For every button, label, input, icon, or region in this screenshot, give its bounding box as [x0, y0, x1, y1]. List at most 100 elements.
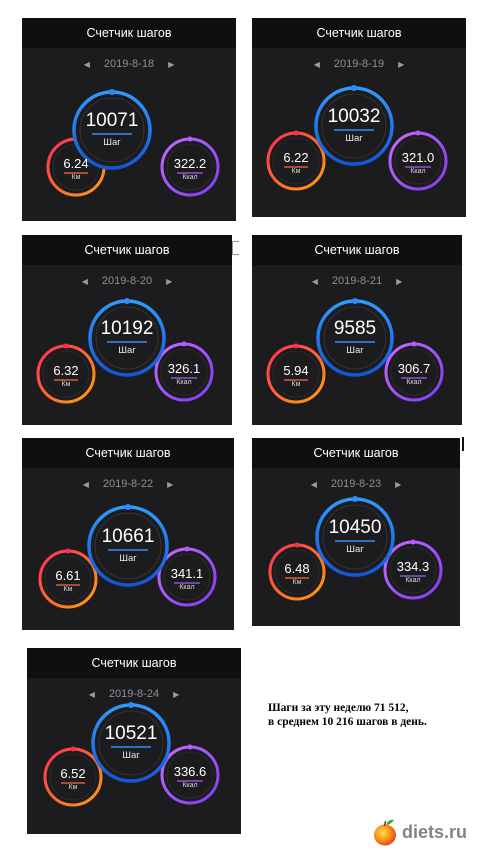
progress-rings	[266, 298, 444, 404]
km-ring-dot	[293, 130, 299, 136]
next-day-arrow-icon[interactable]: ▶	[396, 276, 403, 286]
km-ring-dot	[70, 746, 76, 752]
progress-rings	[46, 89, 220, 197]
steps-ring-dot	[352, 496, 358, 502]
distance-stat: 5.94 Км	[271, 363, 321, 388]
steps-stat: 10450 Шаг	[320, 517, 390, 555]
calories-stat-label: Ккал	[176, 379, 192, 386]
steps-ring-dot	[124, 298, 130, 304]
card-title: Счетчик шагов	[22, 18, 236, 48]
step-counter-card-4: Счетчик шагов ◀ 2019-8-21 ▶ 9585 Шаг 5.94 Км 306…	[252, 235, 462, 425]
card-title: Счетчик шагов	[252, 438, 460, 468]
steps-stat: 10032 Шаг	[319, 106, 389, 144]
date-navigator: ◀ 2019-8-19 ▶	[252, 55, 466, 73]
distance-stat-label: Км	[291, 168, 301, 175]
step-counter-card-2: Счетчик шагов ◀ 2019-8-19 ▶ 10032 Шаг 6.22 Км 32…	[252, 18, 466, 217]
calories-stat: 334.3 Ккал	[387, 559, 439, 584]
progress-rings	[38, 504, 217, 609]
date-label: 2019-8-21	[331, 275, 383, 287]
stray-mark	[462, 437, 464, 451]
site-brand[interactable]: diets.ru	[372, 816, 467, 848]
km-ring-dot	[293, 343, 299, 349]
date-label: 2019-8-19	[333, 58, 385, 70]
prev-day-arrow-icon[interactable]: ◀	[313, 59, 320, 69]
km-ring-inner	[274, 549, 320, 595]
calories-stat-label: Ккал	[405, 577, 421, 584]
next-day-arrow-icon[interactable]: ▶	[168, 59, 175, 69]
steps-stat-label: Шаг	[122, 750, 140, 761]
km-ring-inner	[44, 555, 92, 603]
next-day-arrow-icon[interactable]: ▶	[167, 479, 174, 489]
calories-stat-value: 321.0	[401, 150, 435, 165]
km-ring-dot	[63, 343, 69, 349]
distance-stat-value: 5.94	[283, 363, 309, 378]
next-day-arrow-icon[interactable]: ▶	[173, 689, 180, 699]
kcal-ring-dot	[181, 341, 187, 347]
km-ring-inner	[42, 350, 90, 398]
km-ring-inner	[272, 137, 320, 185]
distance-stat: 6.48 Км	[272, 561, 322, 586]
calories-stat-value: 341.1	[170, 566, 204, 581]
steps-stat: 10192 Шаг	[92, 318, 162, 356]
step-counter-card-5: Счетчик шагов ◀ 2019-8-22 ▶ 10661 Шаг 6.61 Км 34…	[22, 438, 234, 630]
next-day-arrow-icon[interactable]: ▶	[166, 276, 173, 286]
prev-day-arrow-icon[interactable]: ◀	[82, 479, 89, 489]
stray-bracket	[232, 241, 239, 255]
steps-ring-inner	[79, 97, 145, 163]
calories-stat-label: Ккал	[406, 379, 422, 386]
steps-stat-value: 10521	[104, 723, 158, 744]
date-label: 2019-8-18	[103, 58, 155, 70]
kcal-ring-dot	[184, 546, 190, 552]
steps-stat-value: 10661	[101, 526, 155, 547]
calories-stat-value: 326.1	[167, 361, 201, 376]
date-navigator: ◀ 2019-8-21 ▶	[252, 272, 462, 290]
progress-rings	[43, 702, 220, 807]
next-day-arrow-icon[interactable]: ▶	[395, 479, 402, 489]
distance-stat-value: 6.24	[63, 156, 89, 171]
step-counter-card-7: Счетчик шагов ◀ 2019-8-24 ▶ 10521 Шаг 6.52 Км 33…	[27, 648, 241, 834]
kcal-ring-inner	[394, 137, 442, 185]
steps-ring-dot	[128, 702, 134, 708]
progress-rings	[266, 85, 448, 191]
date-label: 2019-8-24	[108, 688, 160, 700]
prev-day-arrow-icon[interactable]: ◀	[310, 479, 317, 489]
distance-stat-label: Км	[292, 579, 302, 586]
calories-stat-value: 306.7	[397, 361, 431, 376]
calories-stat-value: 322.2	[173, 156, 207, 171]
distance-stat-value: 6.52	[60, 766, 86, 781]
distance-stat-value: 6.48	[284, 561, 310, 576]
steps-ring-dot	[352, 298, 358, 304]
steps-ring-inner	[94, 512, 162, 580]
steps-ring-inner	[321, 93, 387, 159]
date-navigator: ◀ 2019-8-20 ▶	[22, 272, 232, 290]
kcal-ring-inner	[389, 546, 437, 594]
prev-day-arrow-icon[interactable]: ◀	[88, 689, 95, 699]
calories-stat-label: Ккал	[179, 584, 195, 591]
prev-day-arrow-icon[interactable]: ◀	[81, 276, 88, 286]
distance-stat-label: Км	[68, 784, 78, 791]
kcal-ring-inner	[163, 553, 211, 601]
card-title: Счетчик шагов	[252, 18, 466, 48]
steps-stat-label: Шаг	[119, 553, 137, 564]
kcal-ring-dot	[187, 136, 193, 142]
steps-ring-dot	[351, 85, 357, 91]
kcal-ring-dot	[410, 539, 416, 545]
distance-stat-label: Км	[61, 381, 71, 388]
brand-name: diets.ru	[402, 821, 468, 842]
steps-ring-dot	[109, 89, 115, 95]
kcal-ring-dot	[415, 130, 421, 136]
steps-stat-value: 10032	[327, 106, 381, 127]
distance-stat: 6.52 Км	[48, 766, 98, 791]
steps-stat-label: Шаг	[103, 137, 121, 148]
prev-day-arrow-icon[interactable]: ◀	[83, 59, 90, 69]
calories-stat: 336.6 Ккал	[164, 764, 216, 789]
steps-ring-dot	[125, 504, 131, 510]
next-day-arrow-icon[interactable]: ▶	[398, 59, 405, 69]
steps-stat-value: 10450	[328, 517, 382, 538]
steps-ring-inner	[323, 306, 387, 370]
prev-day-arrow-icon[interactable]: ◀	[311, 276, 318, 286]
calories-stat-label: Ккал	[182, 174, 198, 181]
steps-stat-value: 10071	[85, 110, 139, 131]
distance-stat: 6.22 Км	[271, 150, 321, 175]
km-ring-dot	[294, 542, 300, 548]
